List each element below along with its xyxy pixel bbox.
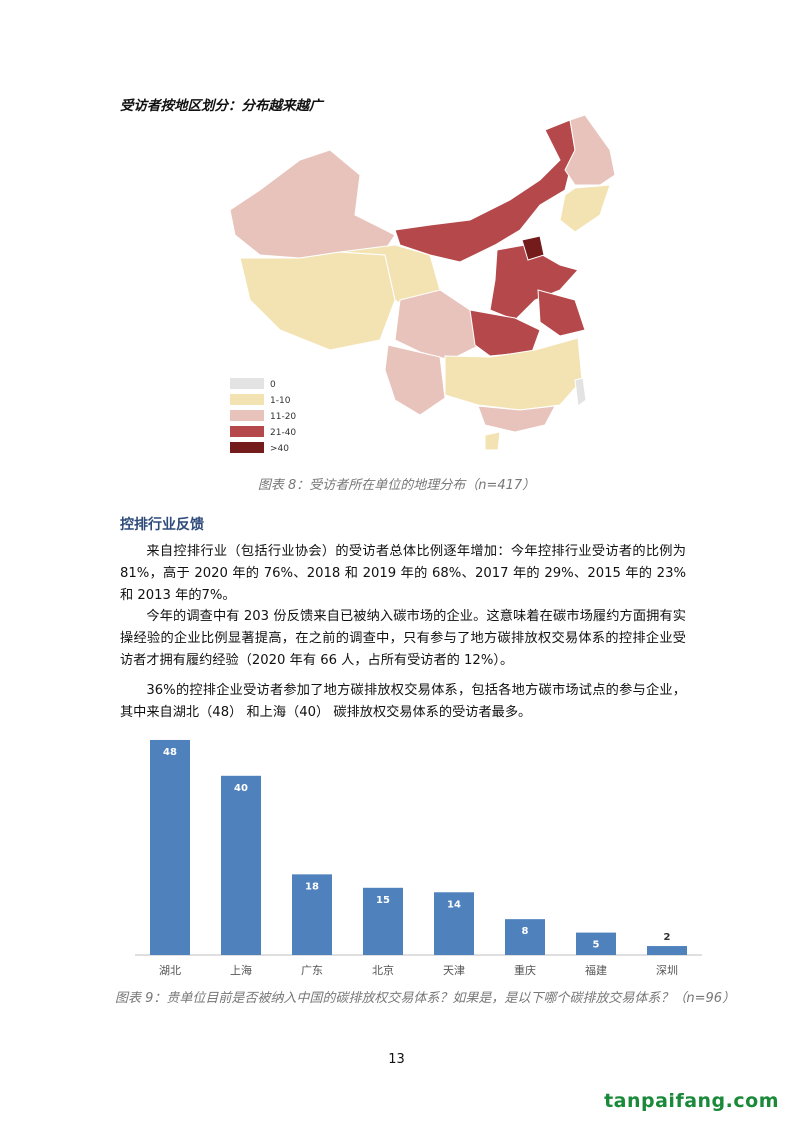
data-label: 40 [234,783,248,794]
legend-swatch [230,394,264,405]
bar [221,775,261,955]
region [469,309,541,357]
x-tick-label: 上海 [230,963,252,977]
watermark: tanpaifang.com [604,1090,779,1112]
region [384,344,446,416]
data-label: 18 [305,881,319,892]
heading: 受访者按地区划分：分布越来越广 [120,98,323,114]
region [484,431,501,451]
region [559,184,611,233]
region [564,114,616,186]
region [477,405,556,433]
bar [150,739,190,955]
chart-caption: 图表 9：贵单位目前是否被纳入中国的碳排放权交易体系？如果是，是以下哪个碳排放交… [115,991,736,1006]
data-label: 2 [664,932,671,943]
legend-swatch [230,426,264,437]
bar [434,892,474,955]
legend-swatch [230,378,264,389]
bar [647,946,687,955]
data-label: 48 [163,747,177,758]
paragraph: 今年的调查中有 203 份反馈来自已被纳入碳市场的企业。这意味着在碳市场履约方面… [120,609,686,668]
paragraph: 36%的控排企业受访者参加了地方碳排放权交易体系，包括各地方碳市场试点的参与企业… [120,683,686,720]
page-number: 13 [388,1052,405,1067]
bar [576,932,616,955]
region [394,119,576,263]
x-tick-label: 重庆 [514,963,536,977]
region [394,289,481,361]
x-tick-label: 天津 [443,964,465,977]
x-tick-label: 湖北 [159,964,181,977]
x-tick-label: 深圳 [656,964,678,977]
region [537,289,586,337]
legend-label: >40 [270,444,289,454]
legend-label: 0 [270,380,276,390]
x-tick-label: 广东 [301,964,323,977]
section-title: 控排行业反馈 [120,517,204,533]
data-label: 14 [447,899,461,910]
legend-label: 21-40 [270,428,296,438]
data-label: 5 [593,940,600,951]
region [444,337,583,411]
region [229,149,396,259]
data-label: 15 [376,895,390,906]
legend-swatch [230,410,264,421]
bar [292,874,332,955]
region [574,377,587,407]
china-map [229,114,616,451]
paragraph: 来自控排行业（包括行业协会）的受访者总体比例逐年增加：今年控排行业受访者的比例为… [120,544,686,603]
bar [505,919,545,955]
bar [363,887,403,955]
map-caption: 图表 8：受访者所在单位的地理分布（n=417） [257,478,536,493]
x-tick-label: 福建 [585,963,607,977]
data-label: 8 [522,926,529,937]
region [521,235,545,261]
region [239,251,396,351]
legend-label: 1-10 [270,396,291,406]
legend-swatch [230,442,264,453]
legend-label: 11-20 [270,412,296,422]
x-tick-label: 北京 [372,963,394,977]
